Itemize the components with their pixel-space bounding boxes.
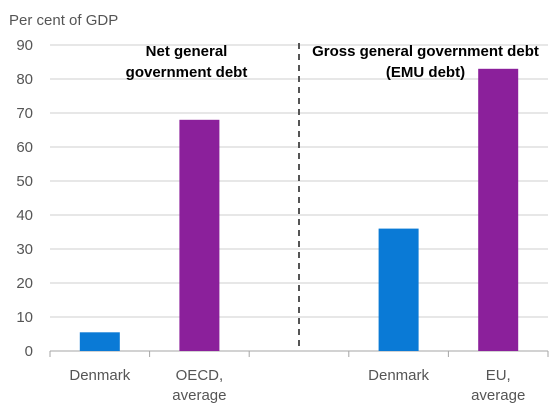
- y-tick-label: 70: [16, 105, 33, 122]
- bar: [179, 119, 220, 351]
- unit-label: Per cent of GDP: [9, 12, 118, 29]
- annotation-label: (EMU debt): [386, 64, 465, 81]
- y-tick-label: 0: [25, 343, 33, 360]
- x-axis-ticks: Denmark OECD, average Denmark EU, average: [69, 367, 525, 404]
- x-tick-label: Denmark: [368, 367, 429, 384]
- x-tick-label: EU,: [486, 367, 511, 384]
- y-tick-label: 20: [16, 275, 33, 292]
- y-axis-ticks: 0 10 20 30 40 50 60 70 80 90: [16, 37, 33, 360]
- y-tick-label: 50: [16, 173, 33, 190]
- y-tick-label: 90: [16, 37, 33, 54]
- bar: [378, 228, 419, 351]
- x-tick-label: Denmark: [69, 367, 130, 384]
- bar: [478, 68, 519, 352]
- x-tick-label: OECD,: [176, 367, 224, 384]
- y-tick-label: 80: [16, 71, 33, 88]
- bars: [79, 68, 519, 352]
- annotation-label: Gross general government debt: [312, 43, 539, 60]
- y-tick-label: 60: [16, 139, 33, 156]
- x-tick-label: average: [172, 387, 226, 404]
- annotations: Net general government debt Gross general …: [126, 43, 539, 81]
- annotation-label: government debt: [126, 64, 248, 81]
- y-tick-label: 40: [16, 207, 33, 224]
- y-tick-label: 10: [16, 309, 33, 326]
- x-tick-label: average: [471, 387, 525, 404]
- bar: [79, 332, 120, 351]
- annotation-label: Net general: [146, 43, 228, 60]
- y-tick-label: 30: [16, 241, 33, 258]
